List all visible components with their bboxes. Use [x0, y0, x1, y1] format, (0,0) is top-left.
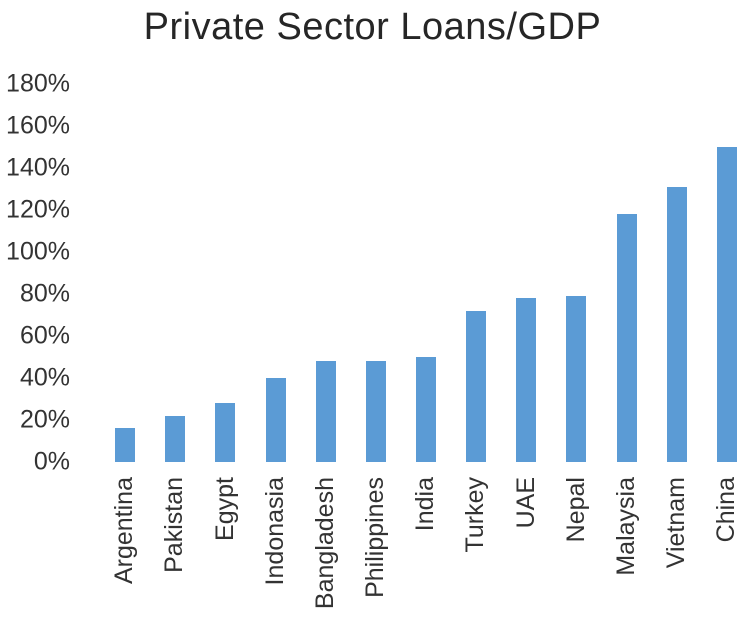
bar-slot: [451, 84, 501, 462]
bar-slot: [351, 84, 401, 462]
bar-slot: [702, 84, 745, 462]
x-tick-label: Bangladesh: [310, 477, 339, 610]
x-tick-label: Vietnam: [662, 477, 691, 569]
x-slot: Egypt: [200, 477, 250, 541]
bar-malaysia: [616, 214, 637, 462]
x-slot: India: [401, 477, 451, 531]
bar-uae: [516, 298, 537, 462]
bar-india: [416, 357, 437, 462]
y-tick-label: 20%: [19, 405, 70, 434]
bar-slot: [551, 84, 601, 462]
bar-egypt: [215, 403, 236, 462]
x-slot: Malaysia: [602, 477, 652, 576]
bar-slot: [150, 84, 200, 462]
y-tick-label: 120%: [6, 195, 70, 224]
x-slot: Pakistan: [150, 477, 200, 573]
y-tick-label: 80%: [19, 279, 70, 308]
bar-bangladesh: [315, 361, 336, 462]
x-tick-label: Turkey: [461, 477, 490, 553]
bar-argentina: [115, 428, 136, 462]
bar-nepal: [566, 296, 587, 462]
plot-area: [100, 84, 745, 462]
bar-slot: [200, 84, 250, 462]
bar-slot: [602, 84, 652, 462]
bar-slot: [301, 84, 351, 462]
bar-indonasia: [265, 378, 286, 462]
y-tick-label: 160%: [6, 111, 70, 140]
y-tick-label: 180%: [6, 69, 70, 98]
y-tick-label: 100%: [6, 237, 70, 266]
bar-philippines: [365, 361, 386, 462]
bar-slot: [501, 84, 551, 462]
bar-slot: [250, 84, 300, 462]
x-axis: Argentina Pakistan Egypt Indonasia Banglades…: [100, 477, 745, 630]
x-tick-label: Nepal: [561, 477, 590, 543]
x-slot: China: [702, 477, 745, 542]
chart-title: Private Sector Loans/GDP: [143, 6, 602, 48]
x-tick-label: Egypt: [210, 477, 239, 541]
x-tick-label: Philippines: [361, 477, 390, 598]
x-tick-label: Malaysia: [611, 477, 640, 576]
bar-pakistan: [165, 415, 186, 462]
y-axis: 180% 160% 140% 120% 100% 80% 60% 40% 20% 0%: [0, 70, 70, 476]
x-tick-label: Pakistan: [160, 477, 189, 573]
bar-slot: [652, 84, 702, 462]
x-tick-label: Argentina: [110, 477, 139, 585]
x-slot: Bangladesh: [301, 477, 351, 609]
bar-slot: [100, 84, 150, 462]
bar-vietnam: [666, 186, 687, 462]
x-tick-label: Indonasia: [260, 477, 289, 586]
x-slot: Indonasia: [250, 477, 300, 585]
x-slot: UAE: [501, 477, 551, 528]
bar-turkey: [466, 310, 487, 462]
bar-slot: [401, 84, 451, 462]
x-slot: Turkey: [451, 477, 501, 552]
x-slot: Vietnam: [652, 477, 702, 568]
x-slot: Argentina: [100, 477, 150, 584]
y-tick-label: 40%: [19, 363, 70, 392]
y-tick-label: 60%: [19, 321, 70, 350]
x-tick-label: UAE: [511, 477, 540, 529]
x-tick-label: India: [411, 477, 440, 532]
y-tick-label: 140%: [6, 153, 70, 182]
x-slot: Philippines: [351, 477, 401, 598]
x-slot: Nepal: [551, 477, 601, 542]
x-tick-label: China: [712, 477, 741, 543]
bar-china: [716, 147, 737, 462]
y-tick-label: 0%: [33, 447, 70, 476]
